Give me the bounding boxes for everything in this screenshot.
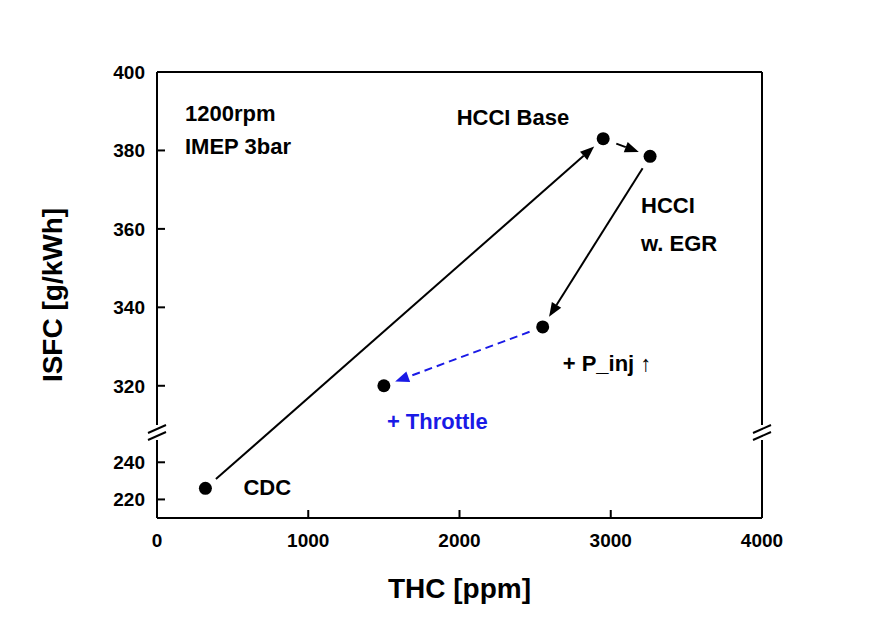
break-mark — [148, 425, 166, 433]
arrow-head — [395, 372, 410, 382]
x-tick-label: 3000 — [590, 530, 632, 551]
x-tick — [761, 510, 763, 518]
point-label: + Throttle — [387, 409, 488, 434]
arrow-head — [624, 142, 639, 152]
arrow-line — [616, 144, 625, 148]
break-mark — [753, 432, 771, 440]
x-tick — [156, 510, 158, 518]
point — [644, 150, 657, 163]
x-tick — [459, 510, 461, 518]
arrows — [216, 142, 643, 479]
frame-top — [157, 71, 762, 73]
y-tick-label: 400 — [113, 62, 145, 83]
x-tick-label: 2000 — [438, 530, 480, 551]
arrow-head — [549, 302, 561, 317]
arrow-line — [216, 156, 584, 479]
point — [377, 379, 390, 392]
point-label: + P_inj ↑ — [563, 351, 652, 376]
break-mark — [753, 425, 771, 433]
plot-area — [377, 132, 656, 392]
label-line: HCCI — [641, 193, 695, 218]
arrow-line — [557, 168, 643, 305]
point — [597, 132, 610, 145]
arrow-head — [580, 147, 594, 160]
y-tick-label: 320 — [113, 376, 145, 397]
point-label: CDC — [243, 475, 291, 500]
chart: 220 240 0 1000 2000 3000 4000 THC [ppm] 320 340 36… — [0, 0, 886, 621]
y-tick — [157, 385, 165, 387]
frame-right — [761, 440, 763, 518]
y-tick-label: 360 — [113, 219, 145, 240]
frame — [157, 72, 762, 425]
background — [0, 0, 886, 621]
point — [199, 482, 212, 495]
axis-break — [148, 425, 166, 440]
point-label: HCCI Base — [457, 105, 569, 130]
annotation: IMEP 3bar — [185, 134, 291, 159]
y-tick-label: 220 — [113, 489, 145, 510]
y-tick — [157, 71, 165, 73]
axis-break — [753, 425, 771, 440]
break-mark — [148, 432, 166, 440]
x-tick-label: 0 — [152, 530, 163, 551]
point — [536, 320, 549, 333]
x-tick-label: 1000 — [287, 530, 329, 551]
annotation: 1200rpm — [185, 101, 276, 126]
y-tick — [157, 498, 165, 500]
label-line: w. EGR — [640, 231, 717, 256]
frame-right — [761, 72, 763, 425]
y-axis-label: ISFC [g/kWh] — [37, 208, 68, 382]
x-tick — [307, 510, 309, 518]
arrow-line — [408, 332, 529, 377]
x-tick-label: 4000 — [741, 530, 783, 551]
y-tick-label: 340 — [113, 297, 145, 318]
y-tick-label: 380 — [113, 140, 145, 161]
plot-area — [199, 482, 212, 495]
y-axis-line — [156, 72, 158, 425]
x-axis-label: THC [ppm] — [388, 573, 531, 604]
point-label: HCCI w. EGR — [640, 193, 717, 256]
x-tick — [610, 510, 612, 518]
y-tick — [157, 306, 165, 308]
y-tick — [157, 228, 165, 230]
y-axis-line — [156, 440, 158, 518]
y-tick-label: 240 — [113, 452, 145, 473]
y-tick — [157, 149, 165, 151]
y-tick — [157, 461, 165, 463]
